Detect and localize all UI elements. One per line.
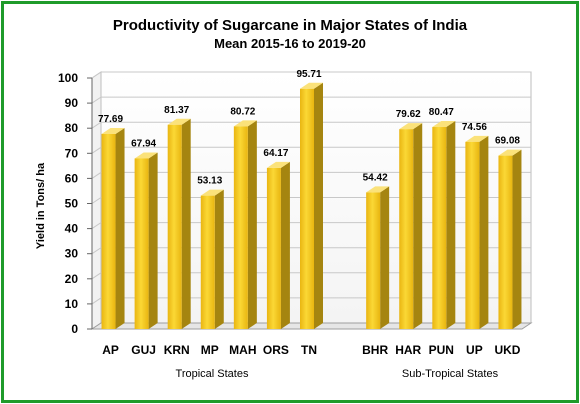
bar-front	[300, 88, 314, 329]
y-tick-label: 20	[65, 272, 79, 286]
bar-guj	[134, 152, 158, 329]
bar-top	[101, 127, 125, 134]
y-axis-label: Yield in Tons/ ha	[35, 162, 47, 249]
bar-top	[233, 120, 257, 127]
gridline	[91, 121, 531, 129]
bar-top	[266, 161, 290, 168]
bar-top	[465, 135, 489, 142]
bar-side	[280, 161, 290, 329]
value-label: 95.71	[296, 69, 321, 80]
bar-front	[432, 127, 447, 330]
bar-side	[380, 186, 390, 329]
gridline	[91, 171, 531, 179]
bar-top	[399, 123, 423, 130]
value-label: 79.62	[396, 109, 421, 120]
value-label: 80.72	[230, 106, 255, 117]
x-tick-label: TN	[301, 343, 317, 357]
chart-title: Productivity of Sugarcane in Major State…	[113, 17, 468, 34]
bar-top	[498, 149, 522, 156]
y-tick-label: 50	[65, 197, 79, 211]
bar-side	[479, 135, 489, 329]
y-tick-label: 90	[65, 96, 79, 110]
bar-top	[134, 152, 158, 159]
bar-side	[247, 120, 257, 330]
bar-front	[266, 167, 281, 329]
value-label: 53.13	[197, 176, 222, 187]
bar-front	[465, 141, 480, 329]
bar-side	[314, 82, 323, 329]
bar-ors	[266, 161, 290, 329]
value-label: 77.69	[98, 114, 123, 125]
value-label: 80.47	[429, 107, 454, 118]
bar-ap	[101, 127, 125, 329]
bar-bhr	[366, 186, 390, 329]
bar-har	[399, 123, 423, 329]
x-tick-label: MP	[201, 343, 219, 357]
plot-area: 0 10 20 30 40 50 60 70 80 90 100 77.69 AP 67.94 GUJ 81.…	[58, 69, 533, 357]
bar-front	[233, 126, 248, 330]
value-label: 67.94	[131, 138, 156, 149]
bar-front	[134, 158, 149, 329]
bar-front	[167, 124, 182, 330]
y-tick-label: 60	[65, 171, 79, 185]
value-label: 74.56	[462, 122, 487, 133]
bar-up	[465, 135, 489, 329]
bar-top	[366, 186, 390, 193]
y-tick-label: 30	[65, 247, 79, 261]
y-tick-label: 0	[71, 322, 78, 336]
value-label: 64.17	[263, 148, 288, 159]
bar-pun	[432, 121, 456, 330]
x-tick-label: KRN	[164, 343, 190, 357]
x-tick-label: ORS	[263, 343, 289, 357]
x-tick-label: BHR	[362, 343, 388, 357]
y-tick-label: 70	[65, 146, 79, 160]
value-label: 81.37	[164, 105, 189, 116]
group-label-subtropical: Sub-Tropical States	[402, 368, 499, 380]
bar-side	[512, 149, 522, 329]
y-tick-label: 40	[65, 222, 79, 236]
bar-top	[300, 82, 323, 89]
y-tick-label: 10	[65, 297, 79, 311]
bar-mp	[200, 189, 224, 329]
x-tick-label: UKD	[494, 343, 520, 357]
x-tick-label: MAH	[229, 343, 256, 357]
bar-side	[181, 118, 191, 330]
x-tick-label: HAR	[395, 343, 421, 357]
bar-ukd	[498, 149, 522, 329]
x-tick-label: AP	[102, 343, 119, 357]
bar-front	[366, 192, 381, 329]
x-tick-label: GUJ	[131, 343, 156, 357]
y-tick-label: 80	[65, 121, 79, 135]
gridline	[91, 146, 531, 154]
bar-krn	[167, 118, 191, 330]
bar-side	[148, 152, 158, 329]
x-tick-label: PUN	[429, 343, 454, 357]
bar-tn	[300, 82, 323, 329]
bar-top	[167, 118, 191, 125]
group-label-tropical: Tropical States	[176, 368, 249, 380]
bar-front	[200, 195, 215, 329]
gridline	[91, 96, 531, 104]
x-tick-label: UP	[466, 343, 483, 357]
value-label: 54.42	[363, 172, 388, 183]
bar-side	[413, 123, 423, 329]
bar-top	[200, 189, 224, 196]
bar-side	[115, 127, 125, 329]
gridline	[91, 71, 531, 79]
bar-top	[432, 121, 456, 128]
bar-front	[399, 129, 414, 329]
bar-side	[214, 189, 224, 329]
bar-front	[498, 155, 513, 329]
chart-subtitle: Mean 2015-16 to 2019-20	[214, 36, 366, 51]
bar-front	[101, 133, 116, 329]
chart-svg: Productivity of Sugarcane in Major State…	[35, 17, 533, 380]
value-label: 69.08	[495, 136, 520, 147]
y-tick-label: 100	[58, 71, 78, 85]
bar-mah	[233, 120, 257, 330]
bar-side	[446, 121, 456, 330]
